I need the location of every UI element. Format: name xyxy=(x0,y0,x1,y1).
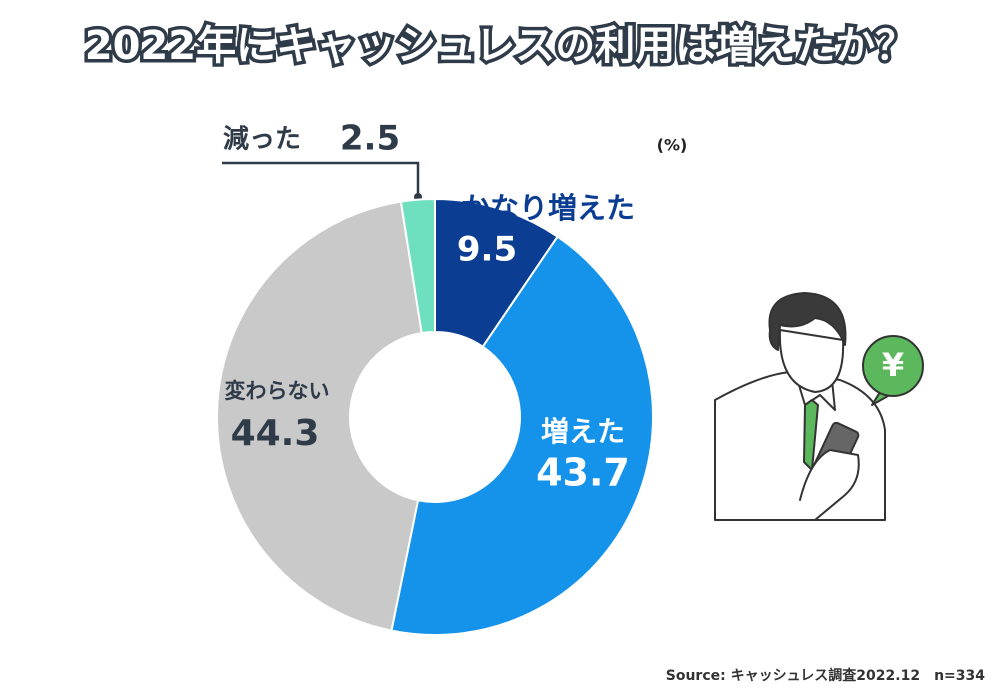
value-label: 44.3 xyxy=(231,413,320,454)
value-label: 2.5 xyxy=(340,119,400,159)
donut-slice xyxy=(216,200,423,632)
illustration xyxy=(714,292,924,521)
category-label: 変わらない xyxy=(225,379,330,403)
value-label: 43.7 xyxy=(536,451,630,495)
category-label: かなり増えた xyxy=(461,191,635,225)
hair xyxy=(768,292,847,351)
face xyxy=(778,329,845,393)
category-label: 増えた xyxy=(541,415,625,448)
donut-slice xyxy=(399,197,436,335)
leader-line xyxy=(222,161,420,196)
badge-label: ¥ xyxy=(882,346,904,384)
category-label: 減った xyxy=(223,125,301,155)
chart-title: 2022年にキャッシュレスの利用は増えたか？ xyxy=(85,23,916,69)
value-label: 9.5 xyxy=(457,230,517,270)
badge xyxy=(862,335,924,397)
hand xyxy=(799,449,860,521)
source: Source: キャッシュレス調査2022.12 n=334 xyxy=(666,667,986,684)
tie xyxy=(803,399,819,471)
unit-label: (%) xyxy=(657,136,688,155)
donut-slice xyxy=(390,235,654,636)
